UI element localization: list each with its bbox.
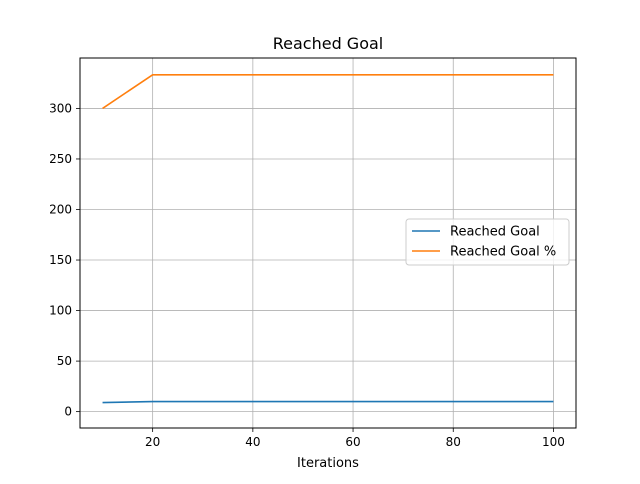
chart-title: Reached Goal [273,34,384,53]
legend: Reached Goal Reached Goal % [405,218,570,266]
y-tick-label: 300 [49,101,72,115]
grid-layer [80,58,576,428]
y-tick-label: 100 [49,304,72,318]
y-tick-label: 150 [49,253,72,267]
series-line-1 [102,400,554,404]
legend-label: Reached Goal [450,225,540,240]
legend-box [405,218,570,266]
x-axis-label: Iterations [297,456,359,471]
tick-layer: 20 40 60 80 100 0 50 100 150 200 250 300 [49,101,565,449]
y-tick-label: 200 [49,202,72,216]
plot-area-frame [79,57,577,429]
x-tick-label: 60 [345,435,360,449]
y-tick-label: 250 [49,152,72,166]
x-tick-label: 20 [145,435,160,449]
legend-label: Reached Goal % [450,245,556,260]
series-line-2 [102,73,554,110]
x-tick-label: 40 [245,435,260,449]
y-tick-label: 0 [64,405,72,419]
series-layer [102,73,554,404]
x-tick-label: 80 [446,435,461,449]
y-tick-label: 50 [57,354,72,368]
x-tick-label: 100 [542,435,565,449]
